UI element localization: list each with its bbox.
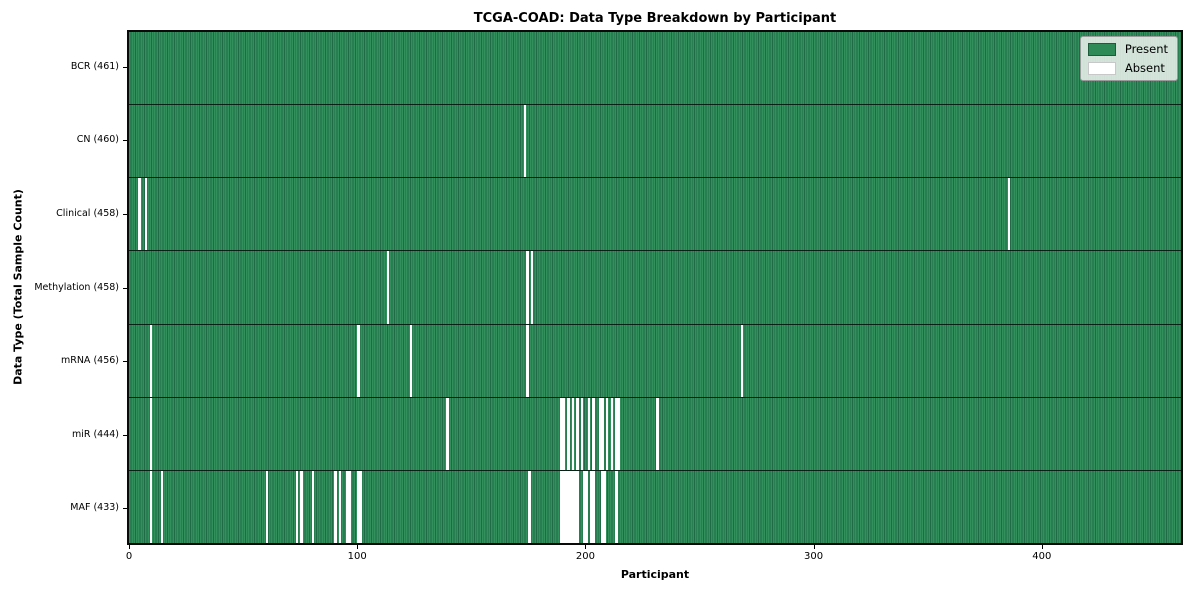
absent-marker <box>601 397 604 470</box>
heatmap-row-mrna <box>129 324 1181 398</box>
x-tick-label: 200 <box>575 551 595 562</box>
x-tick-mark <box>585 545 587 549</box>
absent-marker <box>567 470 570 543</box>
absent-marker <box>601 470 604 543</box>
absent-marker <box>615 470 618 543</box>
absent-marker <box>338 470 342 543</box>
absent-marker <box>592 470 595 543</box>
legend: Present Absent <box>1079 36 1178 81</box>
absent-marker <box>526 324 529 397</box>
absent-marker <box>569 470 572 543</box>
y-tick-label: CN (460) <box>76 134 119 146</box>
absent-marker <box>560 397 563 470</box>
absent-marker <box>523 105 527 178</box>
heatmap-row-cn <box>129 105 1181 179</box>
y-tick-label: Clinical (458) <box>56 207 119 219</box>
legend-label-present: Present <box>1124 42 1168 56</box>
absent-marker <box>580 397 584 470</box>
absent-marker <box>562 470 566 543</box>
y-tick-mark <box>123 434 127 436</box>
x-tick-mark <box>129 545 130 549</box>
absent-marker <box>295 470 299 543</box>
y-tick-mark <box>123 287 127 289</box>
absent-marker <box>311 470 315 543</box>
y-tick-label: Methylation (458) <box>34 281 119 293</box>
absent-marker <box>149 324 153 397</box>
x-tick-label: 400 <box>1032 551 1052 562</box>
heatmap-row-maf <box>129 470 1181 543</box>
absent-marker <box>587 397 591 470</box>
y-tick-mark <box>123 508 127 510</box>
heatmap-row-clinical <box>129 178 1181 252</box>
absent-marker <box>300 470 303 543</box>
absent-marker <box>265 470 269 543</box>
absent-marker <box>345 470 349 543</box>
absent-marker <box>571 397 575 470</box>
absent-marker <box>589 470 593 543</box>
absent-marker <box>357 324 360 397</box>
absent-marker <box>386 251 390 324</box>
x-tick-label: 0 <box>125 551 133 562</box>
x-tick-mark <box>1041 545 1043 549</box>
y-tick-mark <box>123 66 127 68</box>
absent-marker <box>446 397 449 470</box>
absent-marker <box>585 470 588 543</box>
absent-marker <box>592 397 595 470</box>
x-tick-mark <box>357 545 359 549</box>
absent-marker <box>530 251 534 324</box>
y-tick-label: mRNA (456) <box>60 355 119 367</box>
absent-marker <box>562 397 566 470</box>
legend-label-absent: Absent <box>1124 61 1165 75</box>
y-tick-label: MAF (433) <box>70 502 119 514</box>
absent-marker <box>583 470 586 543</box>
y-tick-mark <box>123 140 127 142</box>
absent-swatch-icon <box>1087 61 1116 75</box>
absent-marker <box>144 178 148 251</box>
absent-marker <box>571 470 575 543</box>
y-tick-mark <box>123 213 127 215</box>
x-tick-label: 300 <box>804 551 824 562</box>
absent-marker <box>149 397 153 470</box>
y-tick-mark <box>123 361 127 363</box>
absent-marker <box>615 397 618 470</box>
x-tick-label: 100 <box>347 551 367 562</box>
present-swatch-icon <box>1087 42 1116 56</box>
x-tick-mark <box>813 545 815 549</box>
absent-marker <box>357 470 360 543</box>
absent-marker <box>740 324 744 397</box>
absent-marker <box>409 324 413 397</box>
absent-marker <box>605 397 609 470</box>
absent-marker <box>656 397 659 470</box>
heatmap-row-methylation <box>129 251 1181 325</box>
x-axis-title: Participant <box>620 568 690 581</box>
absent-marker <box>576 470 579 543</box>
legend-item-absent: Absent <box>1087 61 1168 75</box>
chart-title: TCGA-COAD: Data Type Breakdown by Partic… <box>473 11 837 26</box>
y-tick-label: BCR (461) <box>70 60 119 72</box>
absent-marker <box>138 178 141 251</box>
absent-marker <box>564 470 568 543</box>
absent-marker <box>1007 178 1011 251</box>
absent-marker <box>160 470 164 543</box>
absent-marker <box>576 397 579 470</box>
absent-marker <box>149 470 153 543</box>
absent-marker <box>573 470 577 543</box>
absent-marker <box>526 251 529 324</box>
absent-marker <box>334 470 337 543</box>
absent-marker <box>348 470 351 543</box>
absent-marker <box>610 397 614 470</box>
heatmap-plot-area <box>127 30 1183 545</box>
absent-marker <box>528 470 531 543</box>
absent-marker <box>560 470 563 543</box>
y-tick-label: miR (444) <box>71 428 119 440</box>
heatmap-row-bcr <box>129 32 1181 106</box>
absent-marker <box>359 470 362 543</box>
absent-marker <box>599 397 602 470</box>
absent-marker <box>603 470 607 543</box>
absent-marker <box>617 397 620 470</box>
legend-item-present: Present <box>1087 42 1168 56</box>
heatmap-row-mir <box>129 397 1181 471</box>
absent-marker <box>567 397 570 470</box>
